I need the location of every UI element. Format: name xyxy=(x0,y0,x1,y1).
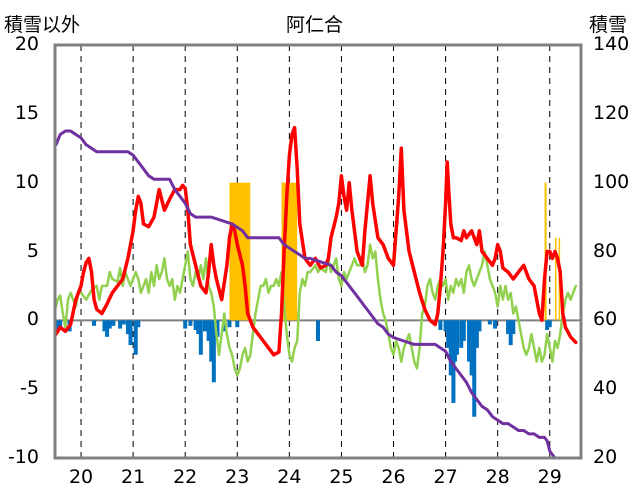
x-tick-label: 23 xyxy=(225,466,250,488)
y-right-tick-label: 20 xyxy=(593,446,618,468)
blue-bar xyxy=(121,320,126,325)
blue-bar xyxy=(452,320,457,362)
y-left-tick-label: 20 xyxy=(14,33,39,55)
y-right-tick-label: 80 xyxy=(593,239,618,262)
y-left-tick-label: 10 xyxy=(14,170,39,193)
blue-bar xyxy=(188,320,193,326)
blue-bar xyxy=(198,320,203,355)
x-tick-label: 26 xyxy=(381,466,406,488)
blue-bar xyxy=(511,320,516,335)
y-right-tick-label: 60 xyxy=(593,308,618,331)
blue-bar xyxy=(459,320,464,348)
blue-bar xyxy=(125,320,130,335)
blue-bars-layer xyxy=(55,320,552,417)
yellow-bar xyxy=(554,237,557,321)
blue-bar xyxy=(493,320,498,329)
x-tick-label: 25 xyxy=(329,466,354,488)
blue-bar xyxy=(477,320,482,332)
y-right-tick-label: 40 xyxy=(593,377,618,400)
blue-bar xyxy=(472,320,477,417)
blue-bar xyxy=(133,320,138,355)
blue-bar xyxy=(183,320,188,329)
plot-frame xyxy=(53,43,583,460)
blue-bar xyxy=(211,320,216,383)
y-left-tick-label: -5 xyxy=(20,377,39,400)
blue-bar xyxy=(206,320,211,341)
blue-bar xyxy=(545,320,550,330)
blue-bar xyxy=(193,320,198,330)
x-tick-label: 27 xyxy=(433,466,458,488)
blue-bar xyxy=(55,320,60,330)
blue-bar xyxy=(118,320,123,329)
blue-bar xyxy=(316,320,320,341)
y-right-tick-label: 120 xyxy=(593,101,630,124)
blue-bar xyxy=(227,320,232,328)
blue-bar xyxy=(136,320,141,328)
y-left-tick-label: 5 xyxy=(26,239,39,262)
blue-bar xyxy=(455,320,460,355)
blue-bar xyxy=(438,320,443,330)
x-tick-label: 29 xyxy=(537,466,562,488)
blue-bar xyxy=(461,320,466,341)
blue-bar xyxy=(467,320,472,362)
blue-bar xyxy=(508,320,513,346)
x-tick-label: 24 xyxy=(277,466,302,488)
blue-bar xyxy=(446,320,451,348)
chart-title: 阿仁合 xyxy=(286,14,344,36)
y-right-tick-label: 140 xyxy=(593,33,630,55)
blue-bar xyxy=(128,320,133,346)
left-axis-label: 積雪以外 xyxy=(4,14,81,36)
right-axis-label: 積雪 xyxy=(589,14,628,36)
x-tick-label: 22 xyxy=(173,466,198,488)
blue-bar xyxy=(107,320,112,329)
series-line-purple xyxy=(54,129,578,460)
blue-bar xyxy=(487,320,492,325)
blue-bar xyxy=(102,320,107,332)
x-tick-label: 28 xyxy=(485,466,510,488)
x-tick-label: 20 xyxy=(68,466,94,488)
series-line-red xyxy=(54,125,578,357)
grid-layer xyxy=(55,45,581,458)
blue-bar xyxy=(474,320,479,348)
y-right-tick-label: 100 xyxy=(593,170,630,193)
blue-bar xyxy=(547,320,552,328)
blue-bar xyxy=(196,320,201,335)
series-lines-layer xyxy=(54,125,578,460)
series-line-green xyxy=(54,243,578,377)
blue-bar xyxy=(235,320,240,328)
blue-bar xyxy=(105,320,110,337)
blue-bar xyxy=(443,320,448,332)
y-left-tick-label: -10 xyxy=(7,446,39,468)
blue-bar xyxy=(58,320,63,328)
blue-bar xyxy=(202,320,207,332)
x-tick-label: 21 xyxy=(121,466,146,488)
blue-bar xyxy=(222,320,227,332)
y-left-tick-label: 0 xyxy=(26,308,39,331)
y-left-tick-label: 15 xyxy=(14,101,39,124)
blue-bar xyxy=(215,320,220,337)
blue-bar xyxy=(469,320,474,376)
blue-bar xyxy=(506,320,511,335)
blue-bar xyxy=(451,320,456,403)
blue-bar xyxy=(448,320,453,376)
blue-bar xyxy=(209,320,214,362)
blue-bar xyxy=(92,320,97,326)
blue-bar xyxy=(111,320,116,326)
